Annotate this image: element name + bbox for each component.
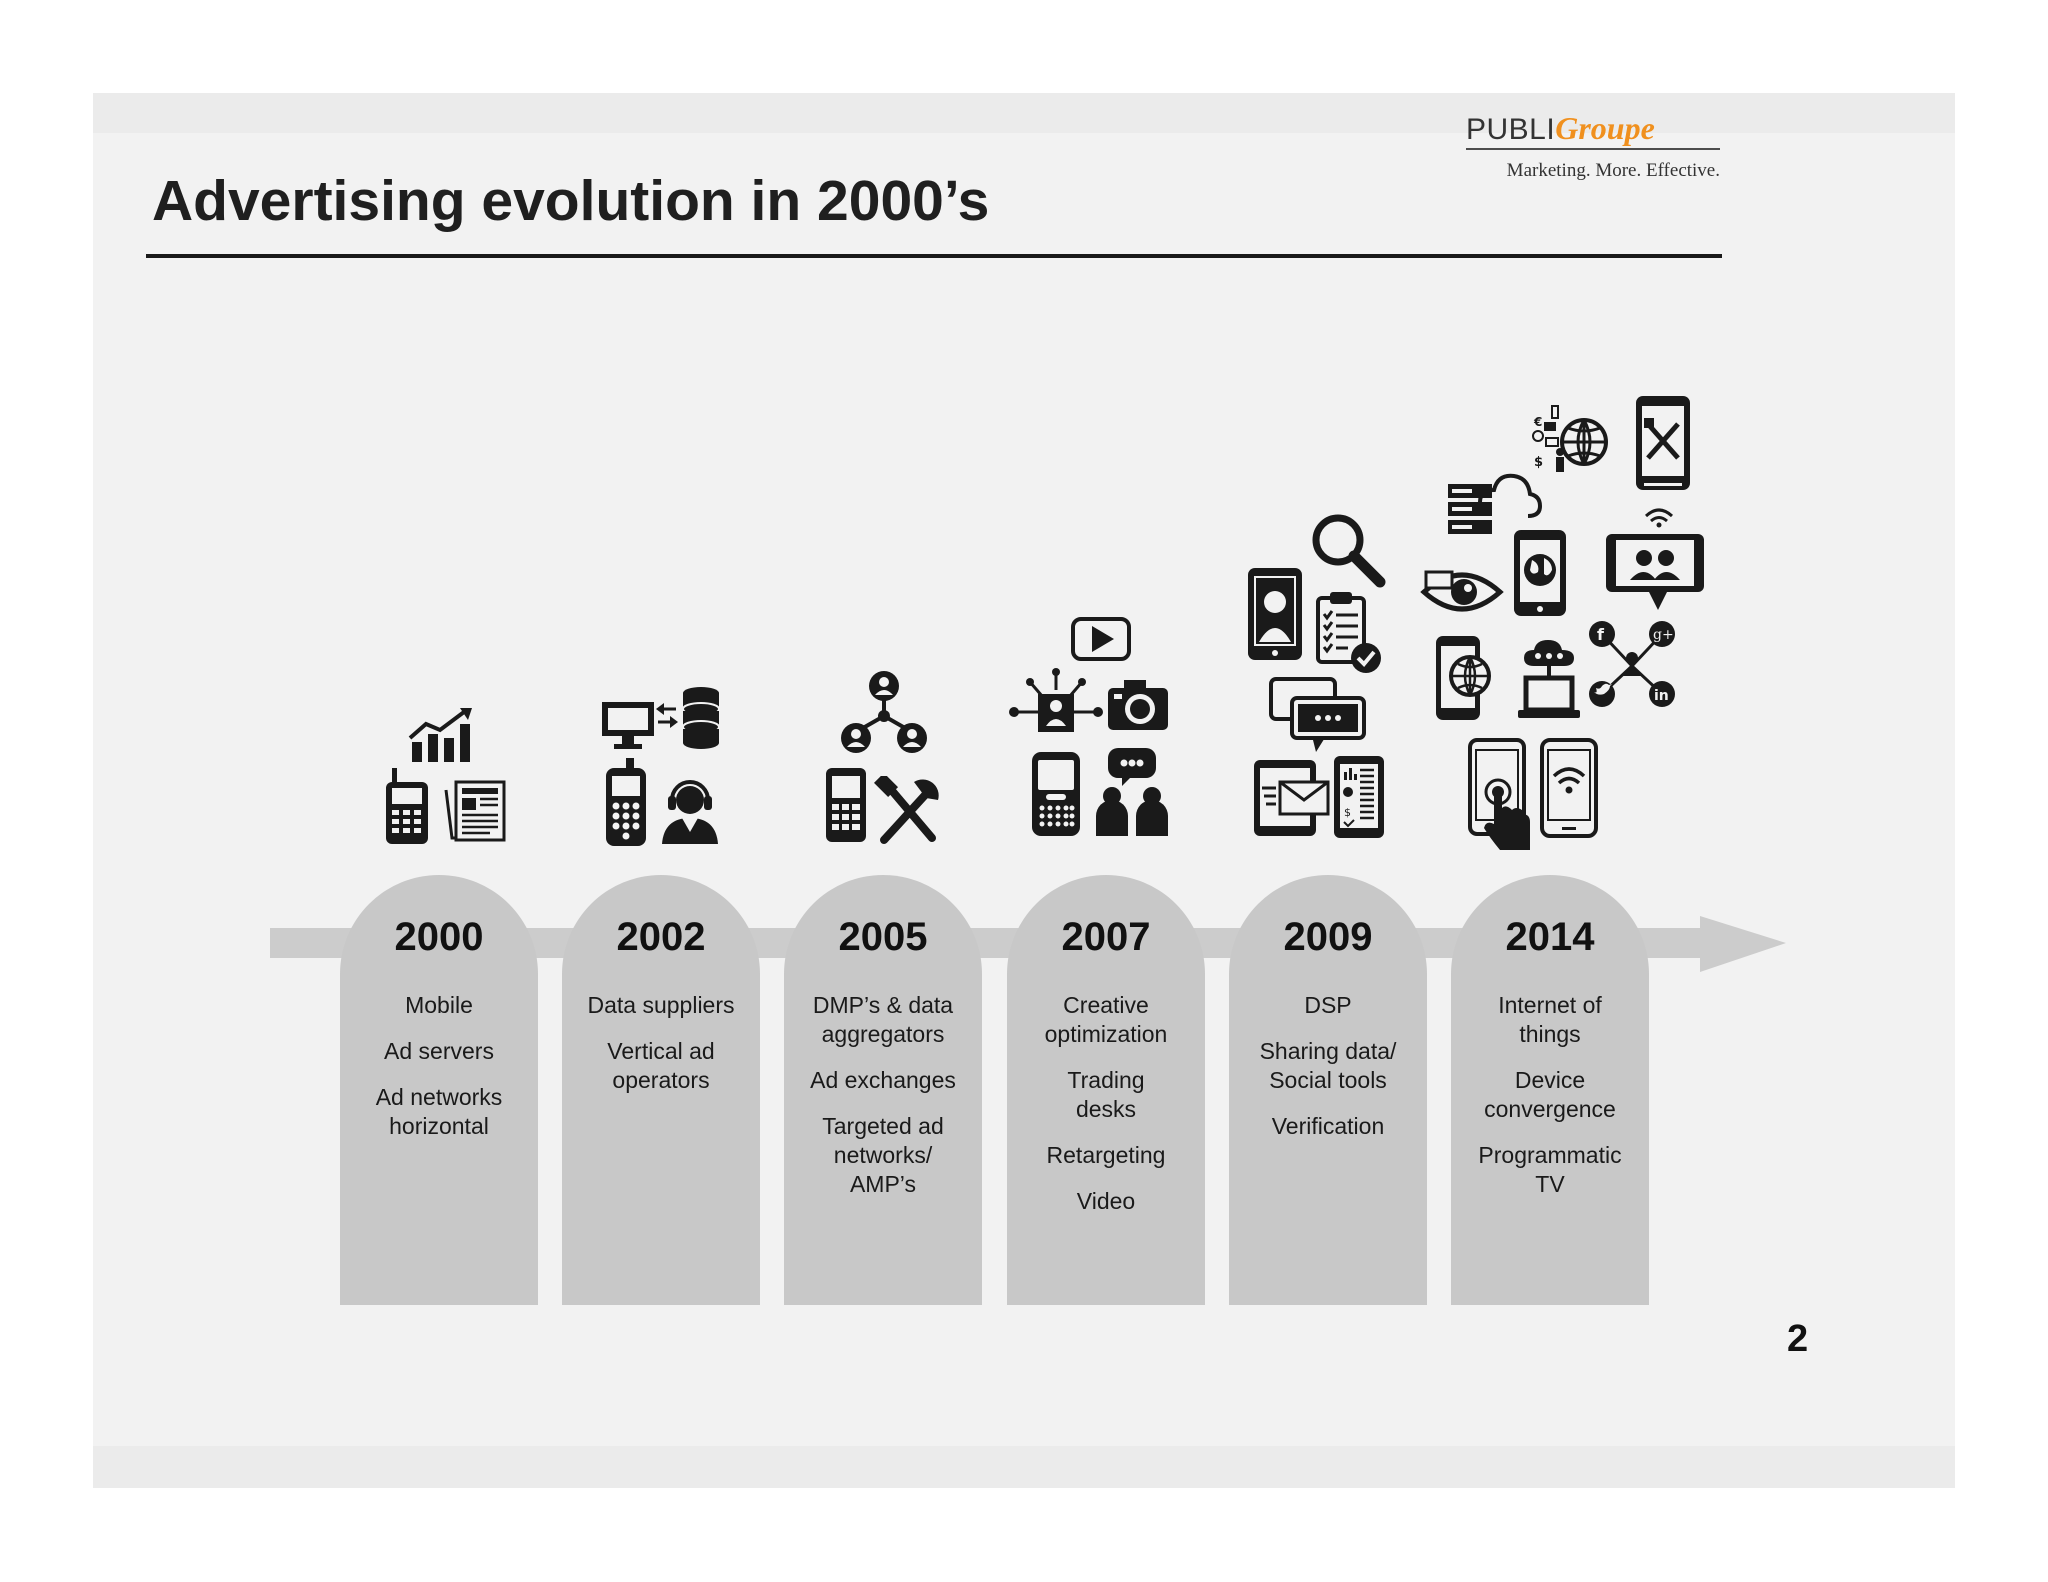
- milestone-item: Ad networks horizontal: [375, 1084, 503, 1139]
- phone-globe-icon: [1434, 634, 1492, 722]
- milestone-item: DMP’s & data aggregators: [812, 992, 954, 1047]
- smartphone-keypad-icon: [824, 766, 868, 844]
- call-center-agent-icon: [660, 778, 720, 844]
- phone-profile-icon: [1246, 566, 1304, 662]
- milestone-year: 2000: [394, 915, 484, 959]
- logo-wordmark: PUBLIGroupe: [1466, 110, 1655, 147]
- data-transfer-arrows-icon: [656, 700, 678, 730]
- svg-text:f: f: [1597, 625, 1605, 644]
- milestone-item: Vertical ad operators: [607, 1038, 715, 1093]
- logo-tagline: Marketing. More. Effective.: [1506, 160, 1720, 181]
- phone-globe-icon: [1512, 528, 1568, 618]
- server-cloud-icon: [1446, 466, 1542, 538]
- milestone-item: Internet of things: [1498, 992, 1602, 1047]
- svg-text:g+: g+: [1653, 627, 1674, 643]
- camera-icon: [1106, 678, 1170, 732]
- milestone-year: 2002: [616, 915, 706, 959]
- logo-publi-text: PUBLI: [1466, 113, 1556, 146]
- tablet-mail-icon: [1252, 756, 1332, 838]
- milestone-2007: 2007 Creative optimization Trading desks…: [1007, 875, 1205, 1305]
- milestone-item: Programmatic TV: [1478, 1142, 1622, 1197]
- laptop-cloud-icon: [1516, 638, 1582, 720]
- milestone-2014: 2014 Internet of things Device convergen…: [1451, 875, 1649, 1305]
- logo-groupe-text: Groupe: [1555, 110, 1655, 146]
- svg-text:$: $: [1344, 806, 1351, 819]
- blackberry-icon: [1030, 750, 1082, 838]
- user-network-icon: [838, 670, 930, 756]
- milestone-item: Trading desks: [1067, 1067, 1145, 1122]
- touch-phone-icon: [1468, 738, 1534, 852]
- milestone-item: Mobile: [405, 992, 473, 1018]
- milestone-item: Sharing data/ Social tools: [1259, 1038, 1397, 1093]
- milestone-year: 2014: [1505, 915, 1595, 959]
- milestone-item: Targeted ad networks/ AMP’s: [822, 1113, 944, 1197]
- milestone-2000: 2000 Mobile Ad servers Ad networks horiz…: [340, 875, 538, 1305]
- milestone-year: 2009: [1283, 915, 1373, 959]
- page-title: Advertising evolution in 2000’s: [152, 169, 990, 233]
- mobile-phone-icon: [604, 758, 648, 846]
- people-chat-icon: [1094, 746, 1170, 836]
- slide-top-band: [93, 93, 1955, 133]
- milestone-item: Device convergence: [1484, 1067, 1616, 1122]
- milestone-2002: 2002 Data suppliers Vertical ad operator…: [562, 875, 760, 1305]
- checklist-icon: [1314, 592, 1382, 676]
- phone-wifi-icon: [1540, 738, 1598, 838]
- milestone-item: DSP: [1304, 992, 1352, 1018]
- computer-monitor-icon: [600, 700, 656, 750]
- milestone-2005: 2005 DMP’s & data aggregators Ad exchang…: [784, 875, 982, 1305]
- milestone-item: Video: [1076, 1188, 1136, 1214]
- targeted-user-icon: [1008, 668, 1104, 734]
- social-network-icon: f g+ in: [1584, 620, 1680, 710]
- milestone-item: Creative optimization: [1044, 992, 1168, 1047]
- milestone-item: Data suppliers: [587, 992, 735, 1018]
- database-icon: [682, 686, 720, 750]
- svg-text:in: in: [1654, 688, 1669, 704]
- title-divider: [146, 254, 1722, 258]
- publigroupe-logo: PUBLIGroupe Marketing. More. Effective.: [1466, 110, 1726, 220]
- milestone-year: 2007: [1061, 915, 1151, 959]
- svg-text:$: $: [1534, 455, 1543, 470]
- eye-icon: [1420, 566, 1504, 618]
- page-number: 2: [1787, 1318, 1809, 1360]
- tools-icon: [874, 776, 940, 846]
- tablet-video-chat-icon: [1604, 530, 1706, 612]
- bar-chart-growth-icon: [408, 708, 474, 762]
- milestone-item: Verification: [1271, 1113, 1385, 1139]
- slide-bottom-band: [93, 1446, 1955, 1488]
- milestone-year: 2005: [838, 915, 928, 959]
- svg-text:€: €: [1533, 415, 1542, 429]
- search-magnifier-icon: [1310, 512, 1386, 588]
- wifi-icon: [1644, 508, 1674, 528]
- newspaper-icon: [442, 780, 508, 842]
- chat-bubbles-icon: [1268, 676, 1368, 754]
- logo-underline: [1466, 148, 1720, 150]
- milestone-item: Ad exchanges: [810, 1067, 956, 1093]
- globe-devices-icon: € $: [1528, 402, 1612, 474]
- phone-tools-icon: [1634, 394, 1692, 492]
- feature-phone-icon: [384, 768, 430, 844]
- milestone-item: Ad servers: [384, 1038, 494, 1064]
- milestone-item: Retargeting: [1046, 1142, 1166, 1168]
- phone-dashboard-icon: $: [1332, 754, 1386, 840]
- milestone-2009: 2009 DSP Sharing data/ Social tools Veri…: [1229, 875, 1427, 1305]
- video-play-icon: [1070, 616, 1132, 662]
